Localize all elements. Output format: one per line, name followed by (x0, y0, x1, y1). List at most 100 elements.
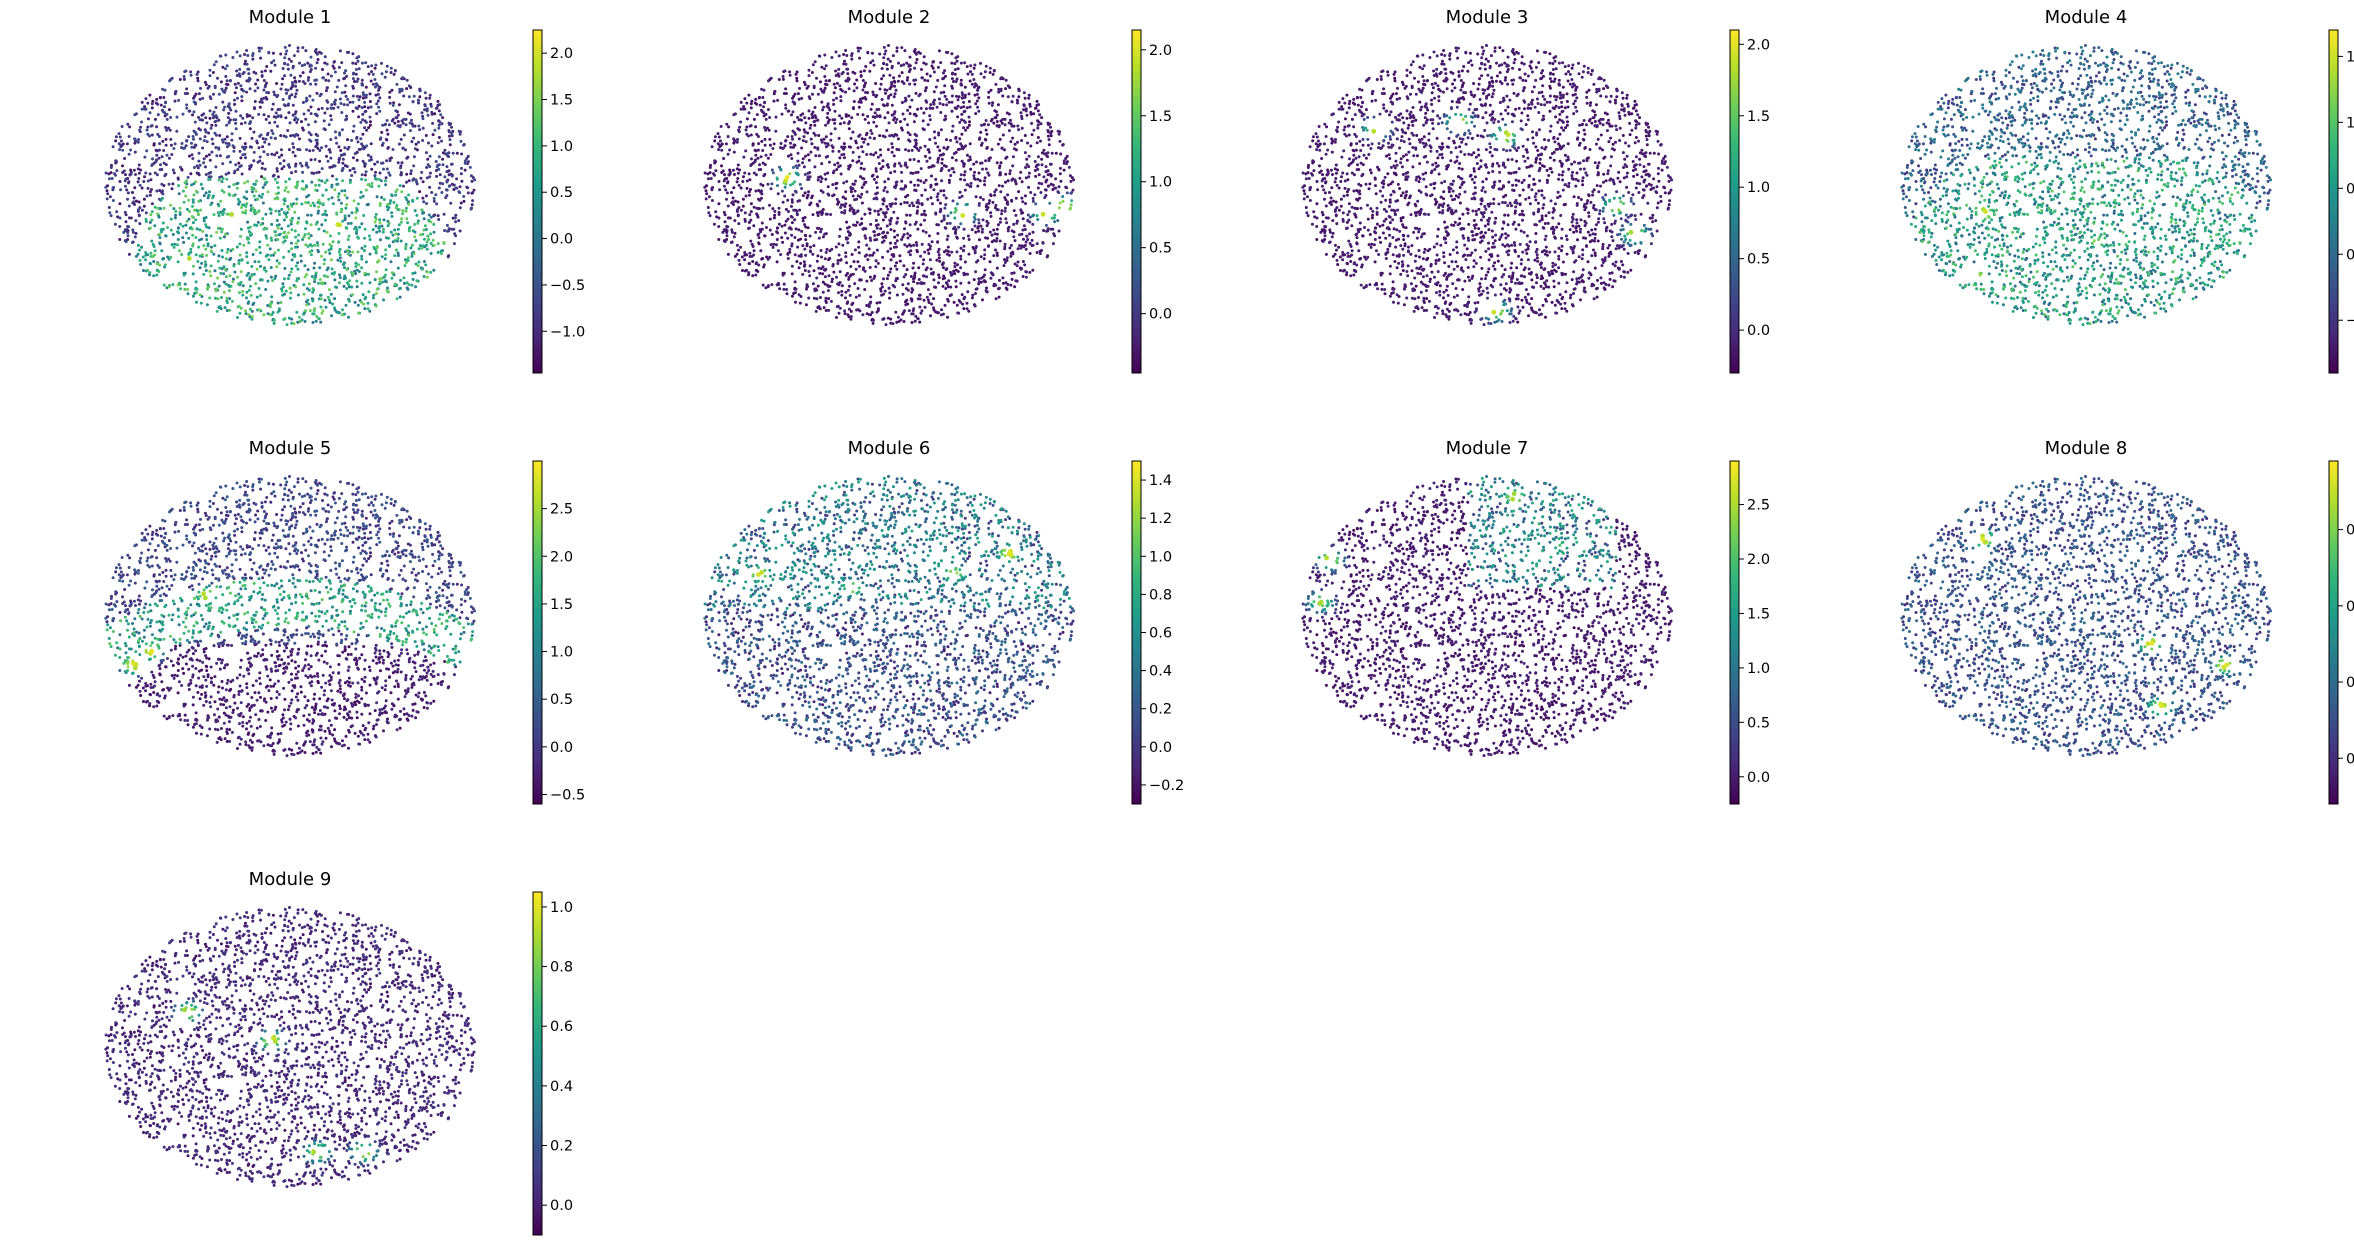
cell-point (395, 116, 398, 119)
cell-point (354, 171, 357, 174)
cell-point (813, 146, 816, 149)
cell-point (1024, 244, 1027, 247)
cell-point (997, 103, 1000, 106)
cell-point (956, 115, 959, 118)
cell-point (283, 74, 286, 77)
cell-point (818, 200, 821, 203)
cell-point (169, 256, 172, 259)
cell-point (943, 118, 946, 121)
cell-point (1020, 139, 1023, 142)
cell-point (1038, 182, 1041, 185)
cell-point (123, 157, 126, 160)
cell-point (1044, 181, 1047, 184)
cell-point (204, 116, 207, 119)
cell-point (206, 286, 209, 289)
cell-point (213, 282, 216, 285)
cell-point (900, 187, 903, 190)
cell-point (1053, 234, 1056, 237)
cell-point (118, 202, 121, 205)
cell-point (823, 268, 826, 271)
cell-point (315, 223, 318, 226)
cell-point (137, 180, 140, 183)
cell-point (199, 98, 202, 101)
cell-point (385, 70, 388, 73)
cell-point (860, 162, 863, 165)
cell-point (194, 218, 197, 221)
cell-point (931, 107, 934, 110)
cell-point (228, 309, 231, 312)
cell-point (244, 142, 247, 145)
cell-point (280, 208, 283, 211)
cell-point (740, 101, 743, 104)
cell-point (326, 86, 329, 89)
cell-point (813, 85, 816, 88)
cell-point (778, 207, 781, 210)
cell-point (199, 209, 202, 212)
cell-point (315, 315, 318, 318)
cell-point (216, 310, 219, 313)
cell-point (418, 128, 421, 131)
cell-point (155, 98, 158, 101)
cell-point (164, 263, 167, 266)
cell-point (748, 252, 751, 255)
cell-point (364, 61, 367, 64)
cell-point (218, 134, 221, 137)
cell-point (1028, 94, 1031, 97)
cell-point (704, 172, 707, 175)
cell-point (228, 102, 231, 105)
cell-point (263, 268, 266, 271)
cell-point (900, 127, 903, 130)
cell-point (205, 131, 208, 134)
cell-point (765, 118, 768, 121)
cell-point (197, 212, 200, 215)
cell-point (333, 297, 336, 300)
cell-point (392, 201, 395, 204)
cell-point (749, 188, 752, 191)
cell-point (237, 262, 240, 265)
cell-point (838, 312, 841, 315)
cell-point (166, 118, 169, 121)
cell-point (850, 58, 853, 61)
cell-point (370, 168, 373, 171)
cell-point (903, 227, 906, 230)
cell-point (399, 296, 402, 299)
cell-point (964, 170, 967, 173)
cell-point (313, 204, 316, 207)
cell-point (798, 209, 801, 212)
cell-point (324, 55, 327, 58)
cell-point (125, 220, 128, 223)
cell-point (892, 211, 895, 214)
cell-point (960, 62, 963, 65)
cell-point (907, 95, 910, 98)
cell-point (399, 166, 402, 169)
cell-point (1047, 123, 1050, 126)
cell-point (249, 285, 252, 288)
cell-point (963, 179, 966, 182)
cell-point (904, 97, 907, 100)
cell-point (990, 215, 993, 218)
cell-point (818, 305, 821, 308)
cell-point (154, 206, 157, 209)
cell-point (768, 116, 771, 119)
cell-point (137, 253, 140, 256)
cell-point (295, 311, 298, 314)
cell-point (296, 118, 299, 121)
cell-point (1048, 143, 1051, 146)
cell-point (373, 174, 376, 177)
cell-point (996, 120, 999, 123)
cell-point (284, 180, 287, 183)
cell-point (958, 121, 961, 124)
cell-point (866, 190, 869, 193)
cell-point (168, 285, 171, 288)
cell-point (396, 188, 399, 191)
cell-point (328, 166, 331, 169)
cell-point (1008, 226, 1011, 229)
cell-point (208, 270, 211, 273)
cell-point (852, 106, 855, 109)
cell-point (817, 214, 820, 217)
cell-point (313, 312, 316, 315)
cell-point (838, 235, 841, 238)
cell-point (992, 229, 995, 232)
cell-point (188, 110, 191, 113)
cell-point (279, 162, 282, 165)
